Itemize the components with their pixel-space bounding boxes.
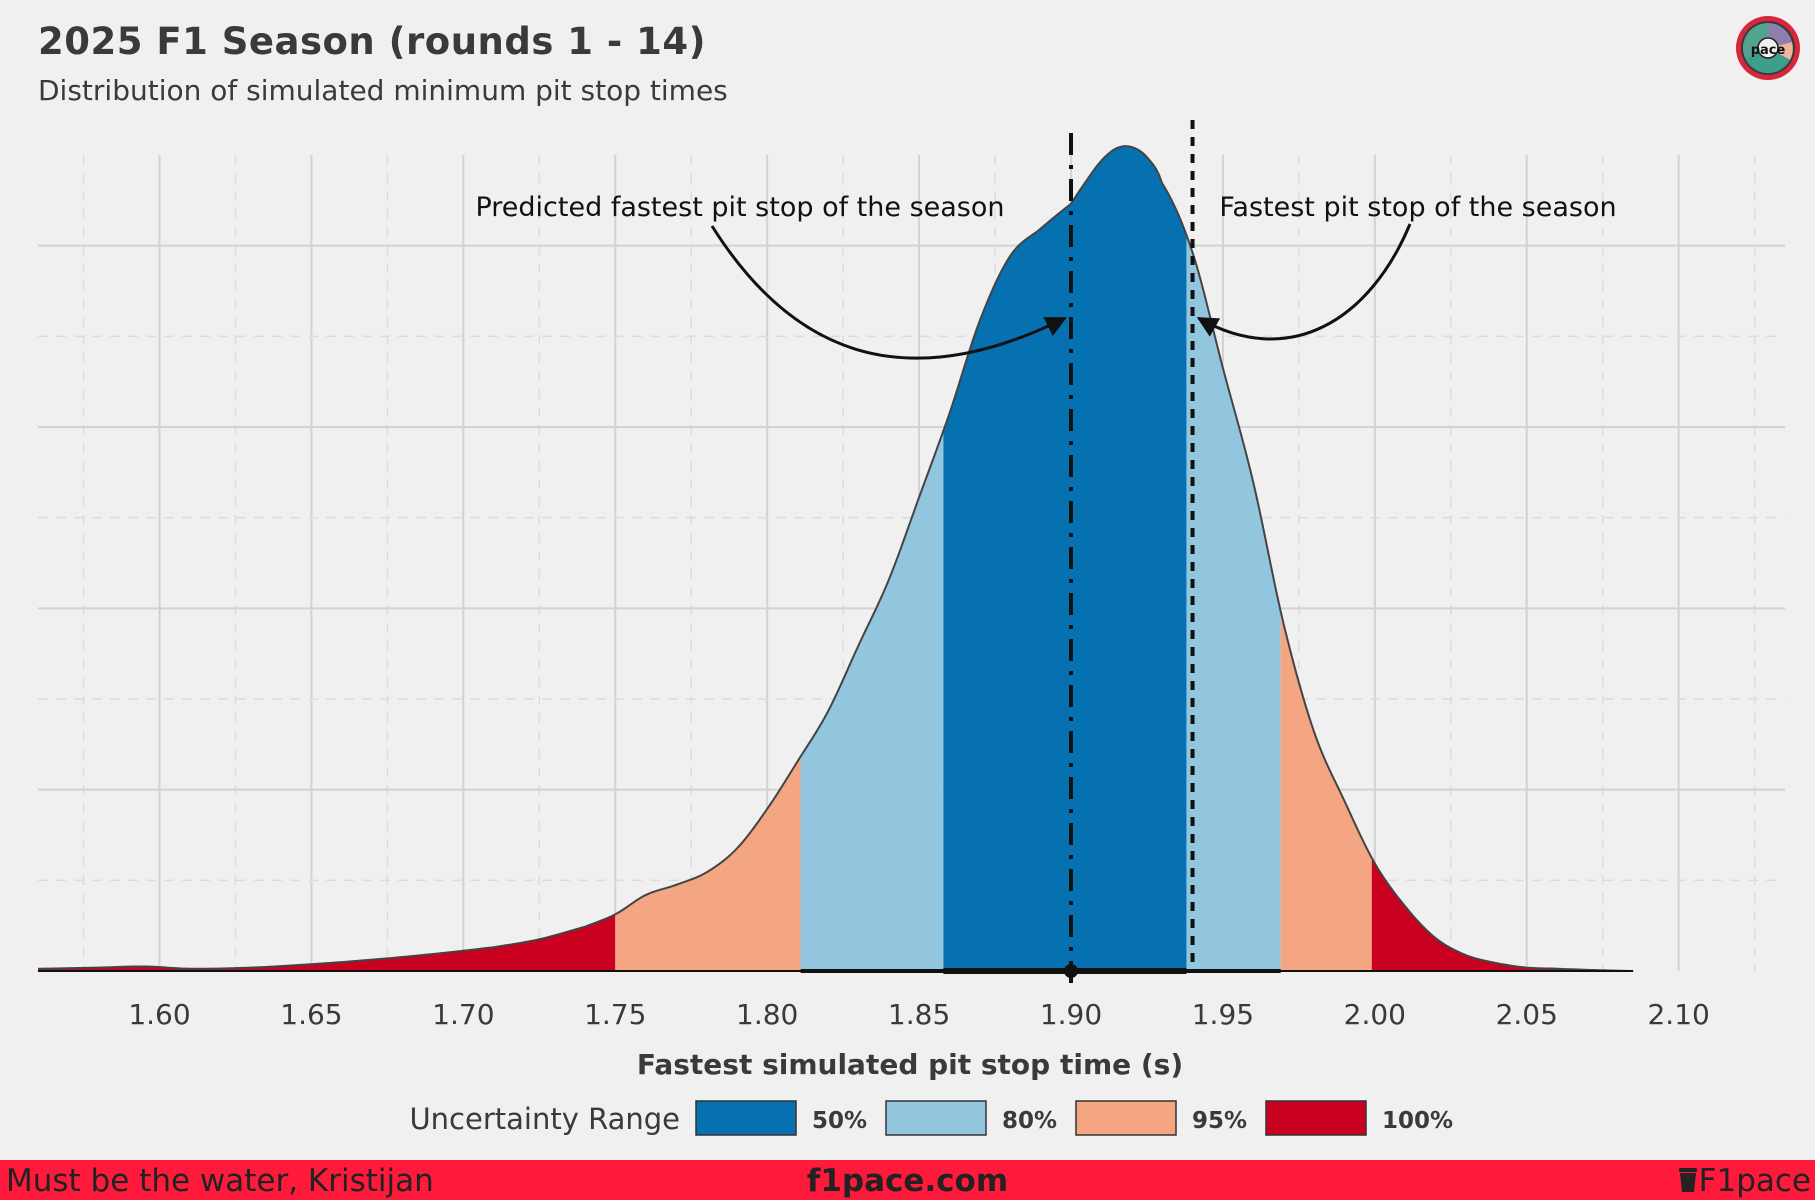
x-tick-label: 2.05 <box>1496 998 1558 1031</box>
interval-bar <box>38 964 1634 978</box>
legend-label: 50% <box>812 1108 867 1134</box>
x-axis-label: Fastest simulated pit stop time (s) <box>637 1048 1183 1081</box>
annotations: Predicted fastest pit stop of the season… <box>475 192 1617 360</box>
band-95pct <box>615 756 801 971</box>
footer-bar: Must be the water, Kristijan f1pace.com … <box>0 1160 1815 1200</box>
x-tick-label: 1.90 <box>1040 998 1102 1031</box>
x-tick-label: 1.65 <box>280 998 342 1031</box>
annotation-actual-label: Fastest pit stop of the season <box>1219 192 1616 223</box>
x-tick-label: 2.00 <box>1344 998 1406 1031</box>
band-100pct <box>38 914 616 971</box>
legend-label: 95% <box>1192 1108 1247 1134</box>
x-tick-label: 2.10 <box>1647 998 1709 1031</box>
x-tick-label: 1.75 <box>584 998 646 1031</box>
x-tick-label: 1.95 <box>1192 998 1254 1031</box>
legend: Uncertainty Range 50% 80% 95% 100% <box>409 1100 1453 1136</box>
f1pace-logo: pace <box>1736 16 1800 80</box>
logo-text: pace <box>1751 43 1786 58</box>
uncertainty-bands <box>38 146 1634 972</box>
band-100pct <box>1371 857 1634 971</box>
annotation-actual-arrow <box>1196 223 1412 341</box>
footer-brand: F1pace <box>1677 1163 1811 1199</box>
footer-brand-text: F1pace <box>1698 1163 1811 1199</box>
reference-lines <box>1069 120 1195 986</box>
cup-icon <box>1678 1168 1697 1192</box>
legend-label: 100% <box>1382 1108 1453 1134</box>
chart-subtitle: Distribution of simulated minimum pit st… <box>38 74 728 107</box>
legend-swatch <box>1265 1100 1367 1136</box>
band-80pct <box>1186 234 1281 972</box>
footer-website-link[interactable]: f1pace.com <box>806 1163 1009 1199</box>
legend-swatch <box>1075 1100 1177 1136</box>
x-tick-label: 1.80 <box>736 998 798 1031</box>
x-tick-label: 1.85 <box>888 998 950 1031</box>
legend-label: 80% <box>1002 1108 1057 1134</box>
band-50pct <box>943 146 1187 971</box>
x-tick-label: 1.70 <box>432 998 494 1031</box>
legend-swatch <box>695 1100 797 1136</box>
x-tick-label: 1.60 <box>128 998 190 1031</box>
annotation-predicted-arrow <box>710 225 1067 360</box>
density-outline <box>37 145 1634 972</box>
chart-title: 2025 F1 Season (rounds 1 - 14) <box>38 20 707 63</box>
legend-title: Uncertainty Range <box>409 1102 680 1136</box>
x-tick-labels: 1.60 1.65 1.70 1.75 1.80 1.85 1.90 1.95 2.00 2.05… <box>128 998 1709 1031</box>
density-chart: Predicted fastest pit stop of the season… <box>37 120 1785 1136</box>
band-80pct <box>800 430 944 971</box>
annotation-predicted-label: Predicted fastest pit stop of the season <box>475 192 1004 223</box>
footer-credit: Must be the water, Kristijan <box>6 1163 434 1199</box>
legend-swatch <box>885 1100 987 1136</box>
